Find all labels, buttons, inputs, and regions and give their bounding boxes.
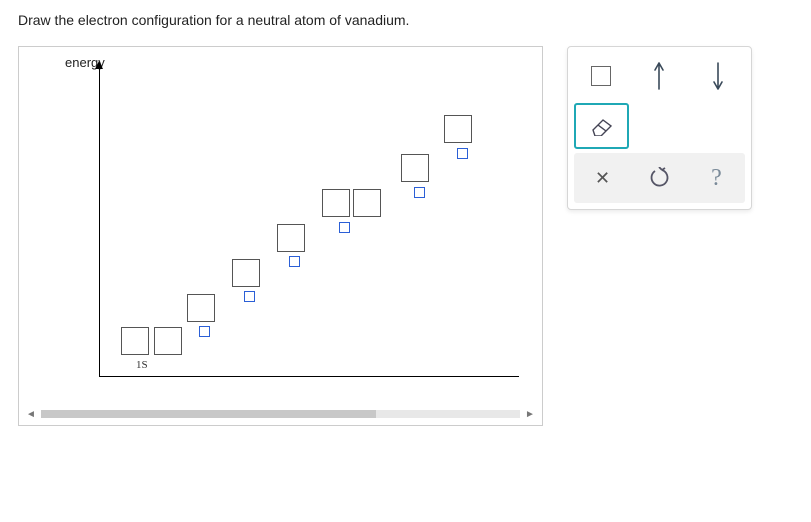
tool-row-1 — [574, 53, 745, 99]
question-text: Draw the electron configuration for a ne… — [18, 12, 793, 28]
scroll-left-arrow[interactable]: ◄ — [25, 408, 37, 420]
eraser-icon — [589, 116, 615, 136]
y-axis — [99, 67, 100, 377]
orbital-sub-box[interactable] — [414, 187, 425, 198]
orbital-box[interactable] — [187, 294, 215, 322]
up-arrow-icon — [652, 61, 666, 91]
drawing-canvas-panel: energy 1S ◄ ► — [18, 46, 543, 426]
horizontal-scrollbar[interactable]: ◄ ► — [25, 407, 536, 421]
orbital-box[interactable] — [444, 115, 472, 143]
square-icon — [591, 66, 611, 86]
orbital-sub-box[interactable] — [457, 148, 468, 159]
orbital-sub-box[interactable] — [289, 256, 300, 267]
help-icon: ? — [711, 165, 722, 192]
tool-panel: ✕ ? — [567, 46, 752, 210]
energy-diagram[interactable]: energy 1S — [19, 47, 542, 397]
orbital-sub-box[interactable] — [244, 291, 255, 302]
orbital-box[interactable] — [277, 224, 305, 252]
undo-button[interactable] — [633, 155, 686, 201]
orbital-box[interactable] — [322, 189, 350, 217]
undo-icon — [649, 167, 671, 189]
orbital-box[interactable] — [154, 327, 182, 355]
down-arrow-tool[interactable] — [691, 53, 745, 99]
eraser-tool[interactable] — [574, 103, 629, 149]
up-arrow-tool[interactable] — [632, 53, 686, 99]
tool-row-2 — [574, 103, 745, 149]
orbital-box[interactable] — [401, 154, 429, 182]
orbital-sub-box[interactable] — [339, 222, 350, 233]
x-icon: ✕ — [595, 168, 610, 189]
scroll-right-arrow[interactable]: ► — [524, 408, 536, 420]
orbital-label: 1S — [136, 359, 148, 371]
orbital-box[interactable] — [121, 327, 149, 355]
clear-button[interactable]: ✕ — [576, 155, 629, 201]
scroll-thumb[interactable] — [41, 410, 376, 418]
down-arrow-icon — [711, 61, 725, 91]
orbital-box-tool[interactable] — [574, 53, 628, 99]
scroll-track[interactable] — [41, 410, 520, 418]
tool-row-3: ✕ ? — [574, 153, 745, 203]
help-button[interactable]: ? — [690, 155, 743, 201]
orbital-box[interactable] — [232, 259, 260, 287]
x-axis — [99, 376, 519, 377]
orbital-sub-box[interactable] — [199, 326, 210, 337]
orbital-box[interactable] — [353, 189, 381, 217]
